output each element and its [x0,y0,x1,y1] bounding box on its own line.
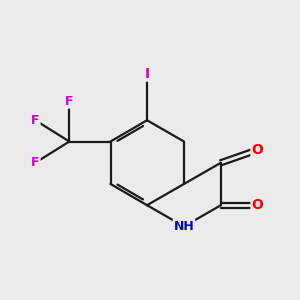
Text: I: I [145,67,150,81]
Text: O: O [251,198,263,212]
Text: NH: NH [174,220,194,233]
Text: F: F [31,114,40,127]
Text: O: O [251,143,263,157]
Text: F: F [65,95,74,108]
Text: F: F [31,156,40,169]
